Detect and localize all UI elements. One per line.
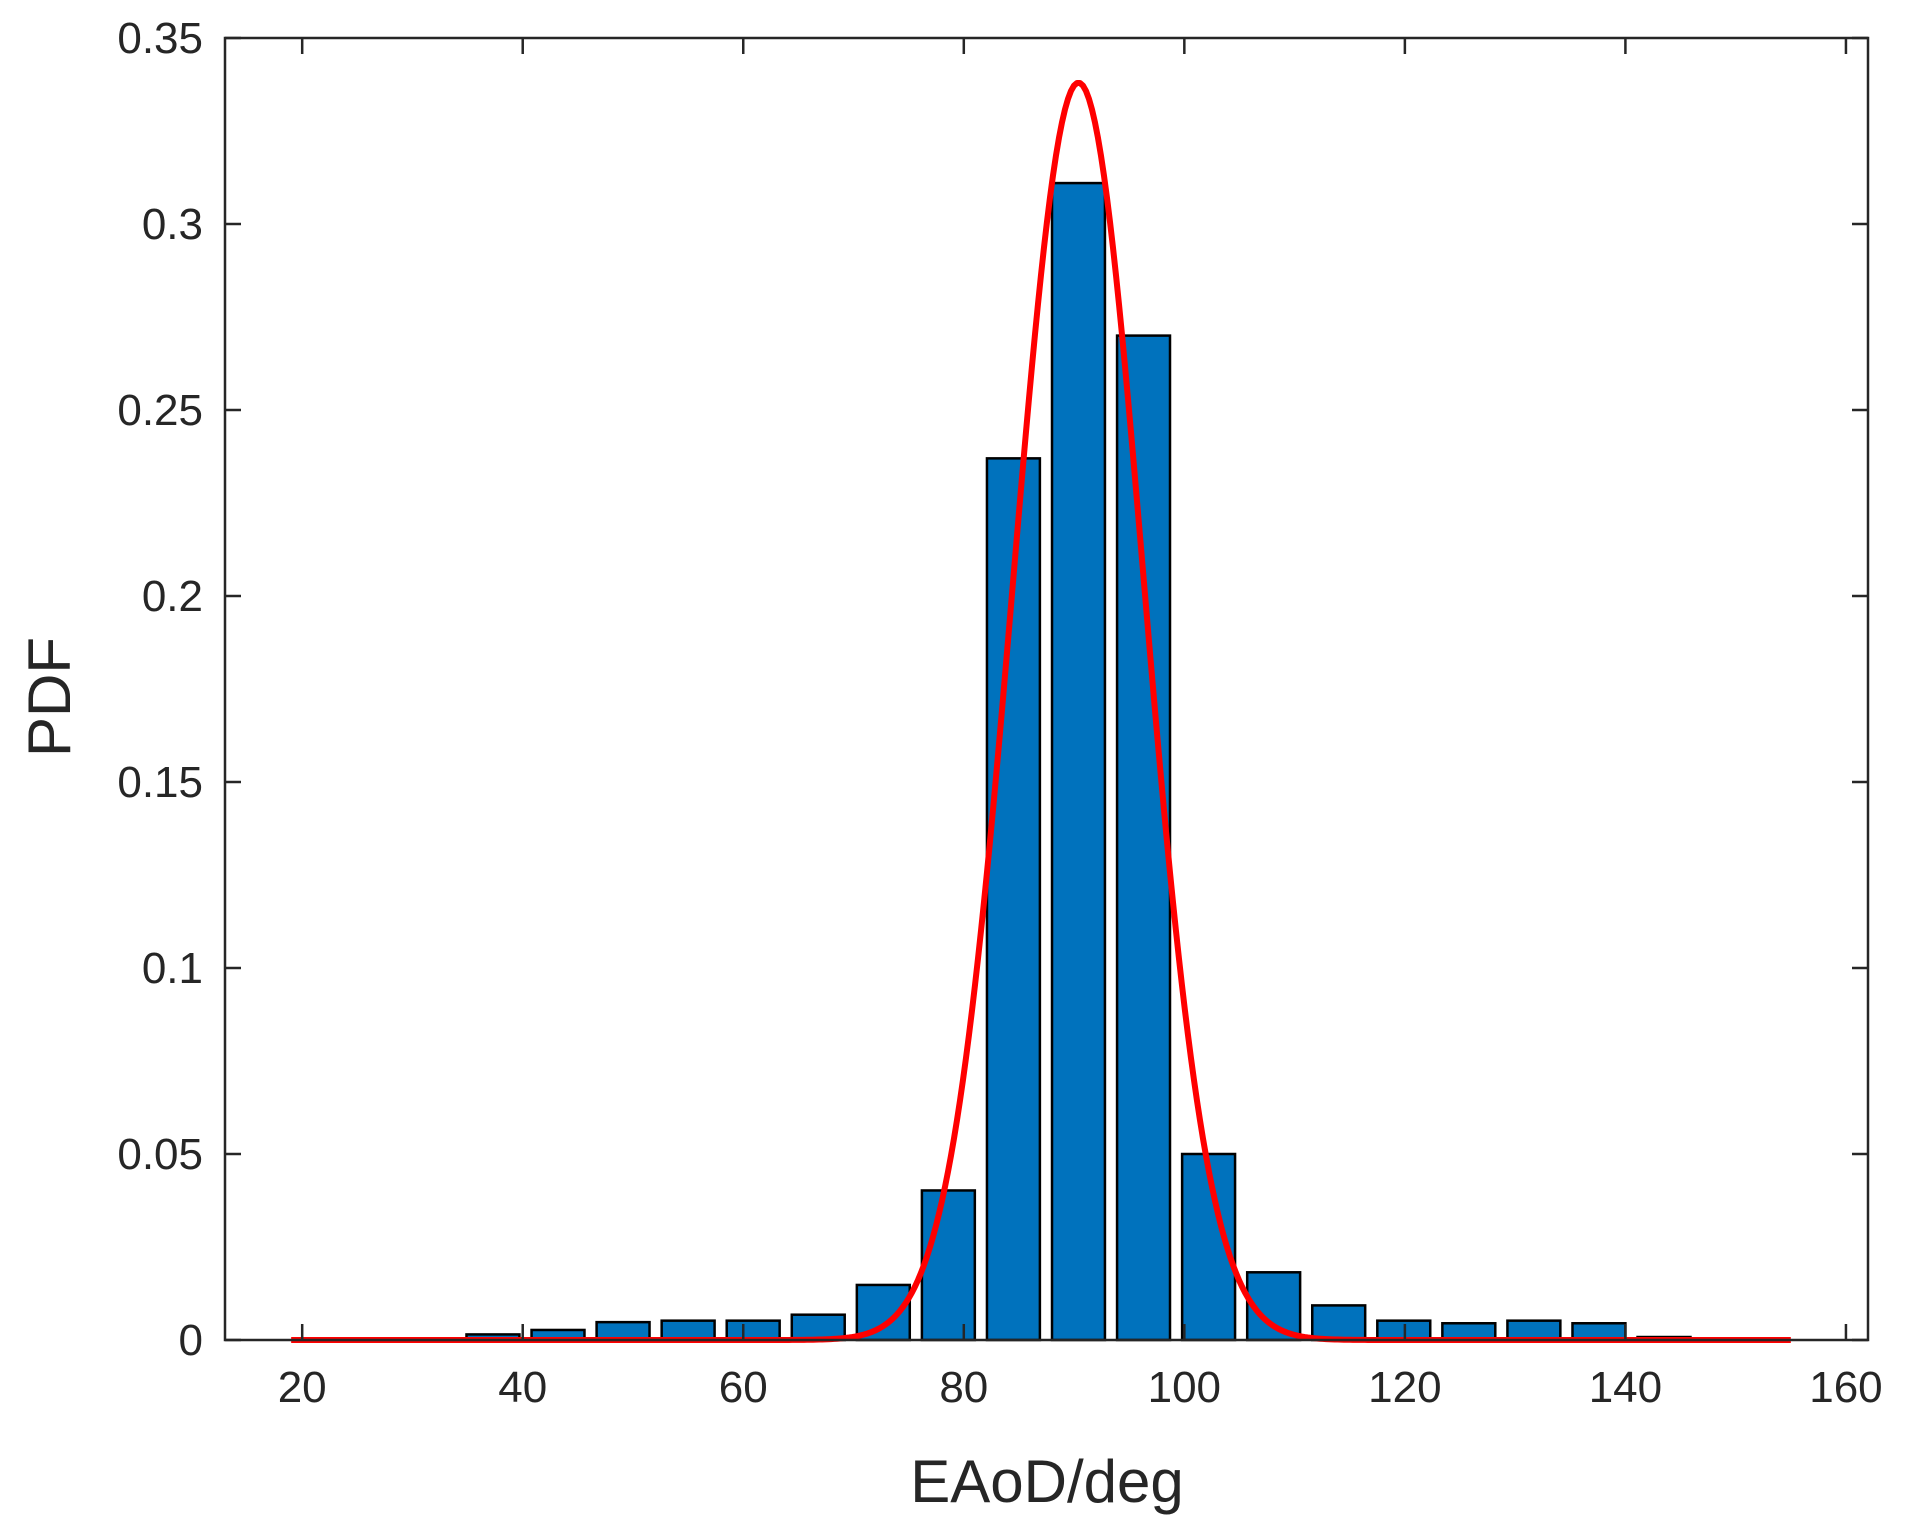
y-tick-label-6: 0.3 — [142, 200, 203, 249]
histogram-bar-9 — [1050, 181, 1107, 1342]
y-tick-label-0: 0 — [179, 1316, 203, 1365]
x-tick-label-7: 160 — [1809, 1363, 1882, 1412]
histogram-bar-10 — [1115, 334, 1172, 1342]
x-axis-label: EAoD/deg — [910, 1448, 1184, 1515]
y-axis-label: PDF — [16, 637, 83, 757]
x-ticks-layer: 20 40 60 80 100 120 140 160 — [278, 38, 1883, 1412]
x-tick-label-4: 100 — [1148, 1363, 1221, 1412]
y-tick-label-2: 0.1 — [142, 944, 203, 993]
axes-layer — [223, 36, 1870, 1342]
x-tick-label-0: 20 — [278, 1363, 327, 1412]
histogram-bar-7 — [920, 1189, 977, 1342]
x-tick-label-1: 40 — [498, 1363, 547, 1412]
histogram-bar-13 — [1311, 1304, 1367, 1342]
x-tick-label-5: 120 — [1368, 1363, 1441, 1412]
y-ticks-layer: 0 0.05 0.1 0.15 0.2 0.25 0.3 0.35 — [117, 14, 1868, 1365]
y-tick-label-7: 0.35 — [117, 14, 203, 63]
histogram-bar-5 — [790, 1313, 846, 1342]
bars-layer — [465, 181, 1692, 1342]
x-tick-label-6: 140 — [1589, 1363, 1662, 1412]
x-tick-label-2: 60 — [719, 1363, 768, 1412]
y-tick-label-5: 0.25 — [117, 386, 203, 435]
histogram-bar-6 — [855, 1283, 912, 1342]
axes-box — [223, 36, 1870, 1342]
y-tick-label-1: 0.05 — [117, 1130, 203, 1179]
y-tick-label-4: 0.2 — [142, 572, 203, 621]
y-tick-label-3: 0.15 — [117, 758, 203, 807]
x-tick-label-3: 80 — [939, 1363, 988, 1412]
